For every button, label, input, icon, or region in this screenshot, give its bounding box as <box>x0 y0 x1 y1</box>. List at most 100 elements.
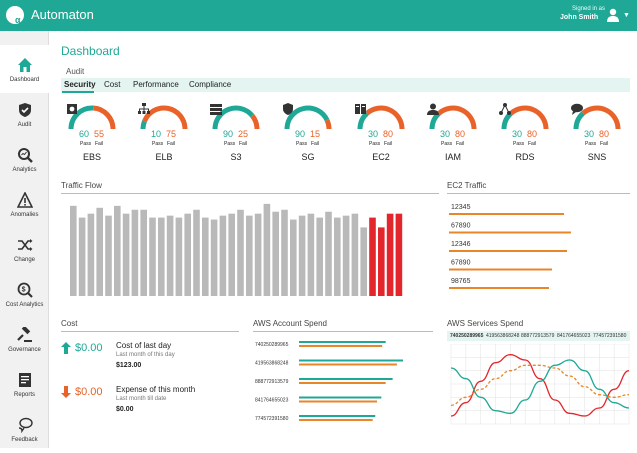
cost-last-day-amount: $123.00 <box>116 362 142 369</box>
aws-account-bar-teal <box>299 341 386 343</box>
aws-account-chart: 740250289965 419563868248 888772913579 8417… <box>255 341 403 422</box>
aws-account-label: 841764655023 <box>255 398 289 404</box>
ec2-row-label: 12346 <box>451 241 471 248</box>
gauge-pass-label: Pass <box>513 141 525 147</box>
gauge-pass-value: 60 <box>79 129 90 139</box>
user-icon <box>427 103 439 115</box>
aws-services-title: AWS Services Spend <box>447 319 524 328</box>
sidebar-item-anomalies[interactable]: Anomalies <box>0 180 49 228</box>
gauge-fail-label: Fail <box>600 141 609 147</box>
gauge-fail-arc <box>581 105 621 130</box>
ec2-bar <box>449 250 567 252</box>
traffic-bar <box>166 215 174 296</box>
traffic-bar <box>246 215 253 296</box>
cost-month-label: Expense of this month <box>116 385 196 394</box>
traffic-bar <box>378 227 385 296</box>
shuffle-icon <box>18 239 33 251</box>
aws-services-tab[interactable]: 740250289965 <box>450 333 484 339</box>
traffic-bar <box>237 209 244 296</box>
gauge-iam[interactable]: 30 80 Pass Fail IAM <box>427 103 479 167</box>
gauge-pass-arc <box>501 111 513 130</box>
sidebar-item-dashboard[interactable]: Dashboard <box>0 45 49 93</box>
user-avatar-icon[interactable] <box>607 8 619 22</box>
traffic-bar <box>175 217 183 296</box>
sidebar-item-change[interactable]: Change <box>0 225 49 273</box>
gauge-ebs[interactable]: 60 55 Pass Fail EBS <box>66 103 118 167</box>
gauge-pass-value: 10 <box>151 129 162 139</box>
traffic-bar <box>202 217 209 296</box>
aws-services-tabbar <box>447 331 630 341</box>
aws-services-tab[interactable]: 419563868248 <box>486 333 520 339</box>
storage-icon <box>210 104 222 115</box>
user-menu-caret-icon[interactable]: ▼ <box>623 12 630 19</box>
traffic-bar <box>228 213 235 296</box>
gauge-pass-arc <box>357 111 369 130</box>
sidebar-item-cost-analytics[interactable]: $ Cost Analytics <box>0 270 49 318</box>
gauge-elb[interactable]: 10 75 Pass Fail ELB <box>138 103 190 167</box>
sidebar-item-label: Analytics <box>12 167 37 173</box>
sidebar-item-reports[interactable]: Reports <box>0 360 49 408</box>
ec2-row-label: 67890 <box>451 260 471 267</box>
logo-mark: α <box>15 15 21 25</box>
traffic-bar <box>193 209 200 296</box>
ec2-bar <box>449 287 549 289</box>
gauge-pass-label: Pass <box>80 141 92 147</box>
gauge-fail-label: Fail <box>95 141 104 147</box>
ec2-traffic-title: EC2 Traffic <box>447 181 487 190</box>
app-logo[interactable]: α <box>6 6 24 25</box>
gauge-pass-value: 30 <box>584 129 595 139</box>
traffic-bar <box>316 217 323 296</box>
aws-account-bar-teal <box>299 415 376 417</box>
cost-divider <box>61 331 239 332</box>
gauge-fail-arc <box>142 105 188 130</box>
database-icon <box>499 103 511 115</box>
user-name[interactable]: John Smith <box>560 14 599 21</box>
aws-services-tab[interactable]: 888772913579 <box>521 333 555 339</box>
cost-last-day-value: $0.00 <box>75 342 103 354</box>
gauge-sns[interactable]: 30 80 Pass Fail SNS <box>571 103 623 167</box>
sidebar-item-feedback[interactable]: Feedback <box>0 405 49 453</box>
traffic-bar <box>114 205 121 296</box>
gauge-sg[interactable]: 90 15 Pass Fail SG <box>282 103 334 167</box>
aws-services-tab[interactable]: 841764655023 <box>557 333 591 339</box>
tab-compliance[interactable]: Compliance <box>189 80 232 89</box>
gauge-name: S3 <box>230 152 242 162</box>
traffic-bar <box>140 209 147 296</box>
gauge-ec2[interactable]: 30 80 Pass Fail EC2 <box>355 103 407 167</box>
gauge-arc <box>284 105 332 130</box>
aws-services-line <box>450 359 630 414</box>
sidebar-item-label: Governance <box>8 347 41 353</box>
page-title: Dashboard <box>61 44 120 58</box>
gauge-fail-label: Fail <box>384 141 393 147</box>
gauge-fail-arc <box>92 105 116 130</box>
sidebar-item-label: Dashboard <box>9 77 40 83</box>
gauge-pass-label: Pass <box>296 141 308 147</box>
aws-account-bar-orange <box>299 345 383 347</box>
traffic-bar <box>325 211 332 296</box>
ec2-bar <box>449 231 571 234</box>
gauge-fail-value: 80 <box>383 129 394 139</box>
tab-performance[interactable]: Performance <box>133 80 179 89</box>
audit-tabs: Security Cost Performance Compliance <box>61 78 630 92</box>
gauge-fail-arc <box>324 118 332 130</box>
tab-security[interactable]: Security <box>64 80 96 89</box>
dollar-search-icon: $ <box>17 282 33 298</box>
aws-account-divider <box>253 331 433 332</box>
gauge-pass-label: Pass <box>369 141 381 147</box>
ec2-row-label: 67890 <box>451 223 471 230</box>
tab-cost[interactable]: Cost <box>104 80 121 89</box>
gauge-fail-arc <box>250 114 260 130</box>
sidebar-item-governance[interactable]: Governance <box>0 315 49 363</box>
sidebar-item-analytics[interactable]: Analytics <box>0 135 49 183</box>
traffic-bar <box>272 211 279 296</box>
sidebar-item-audit[interactable]: Audit <box>0 90 49 138</box>
sidebar-item-label: Change <box>13 257 36 263</box>
aws-services-tab[interactable]: 774572391580 <box>593 333 627 339</box>
aws-services-line <box>450 354 630 417</box>
gauge-rds[interactable]: 30 80 Pass Fail RDS <box>499 103 551 167</box>
ec2-traffic-divider <box>447 193 630 194</box>
traffic-bar <box>334 217 341 296</box>
gauge-name: SG <box>301 152 315 162</box>
message-icon <box>571 103 583 115</box>
gauge-s3[interactable]: 90 25 Pass Fail S3 <box>210 103 262 167</box>
